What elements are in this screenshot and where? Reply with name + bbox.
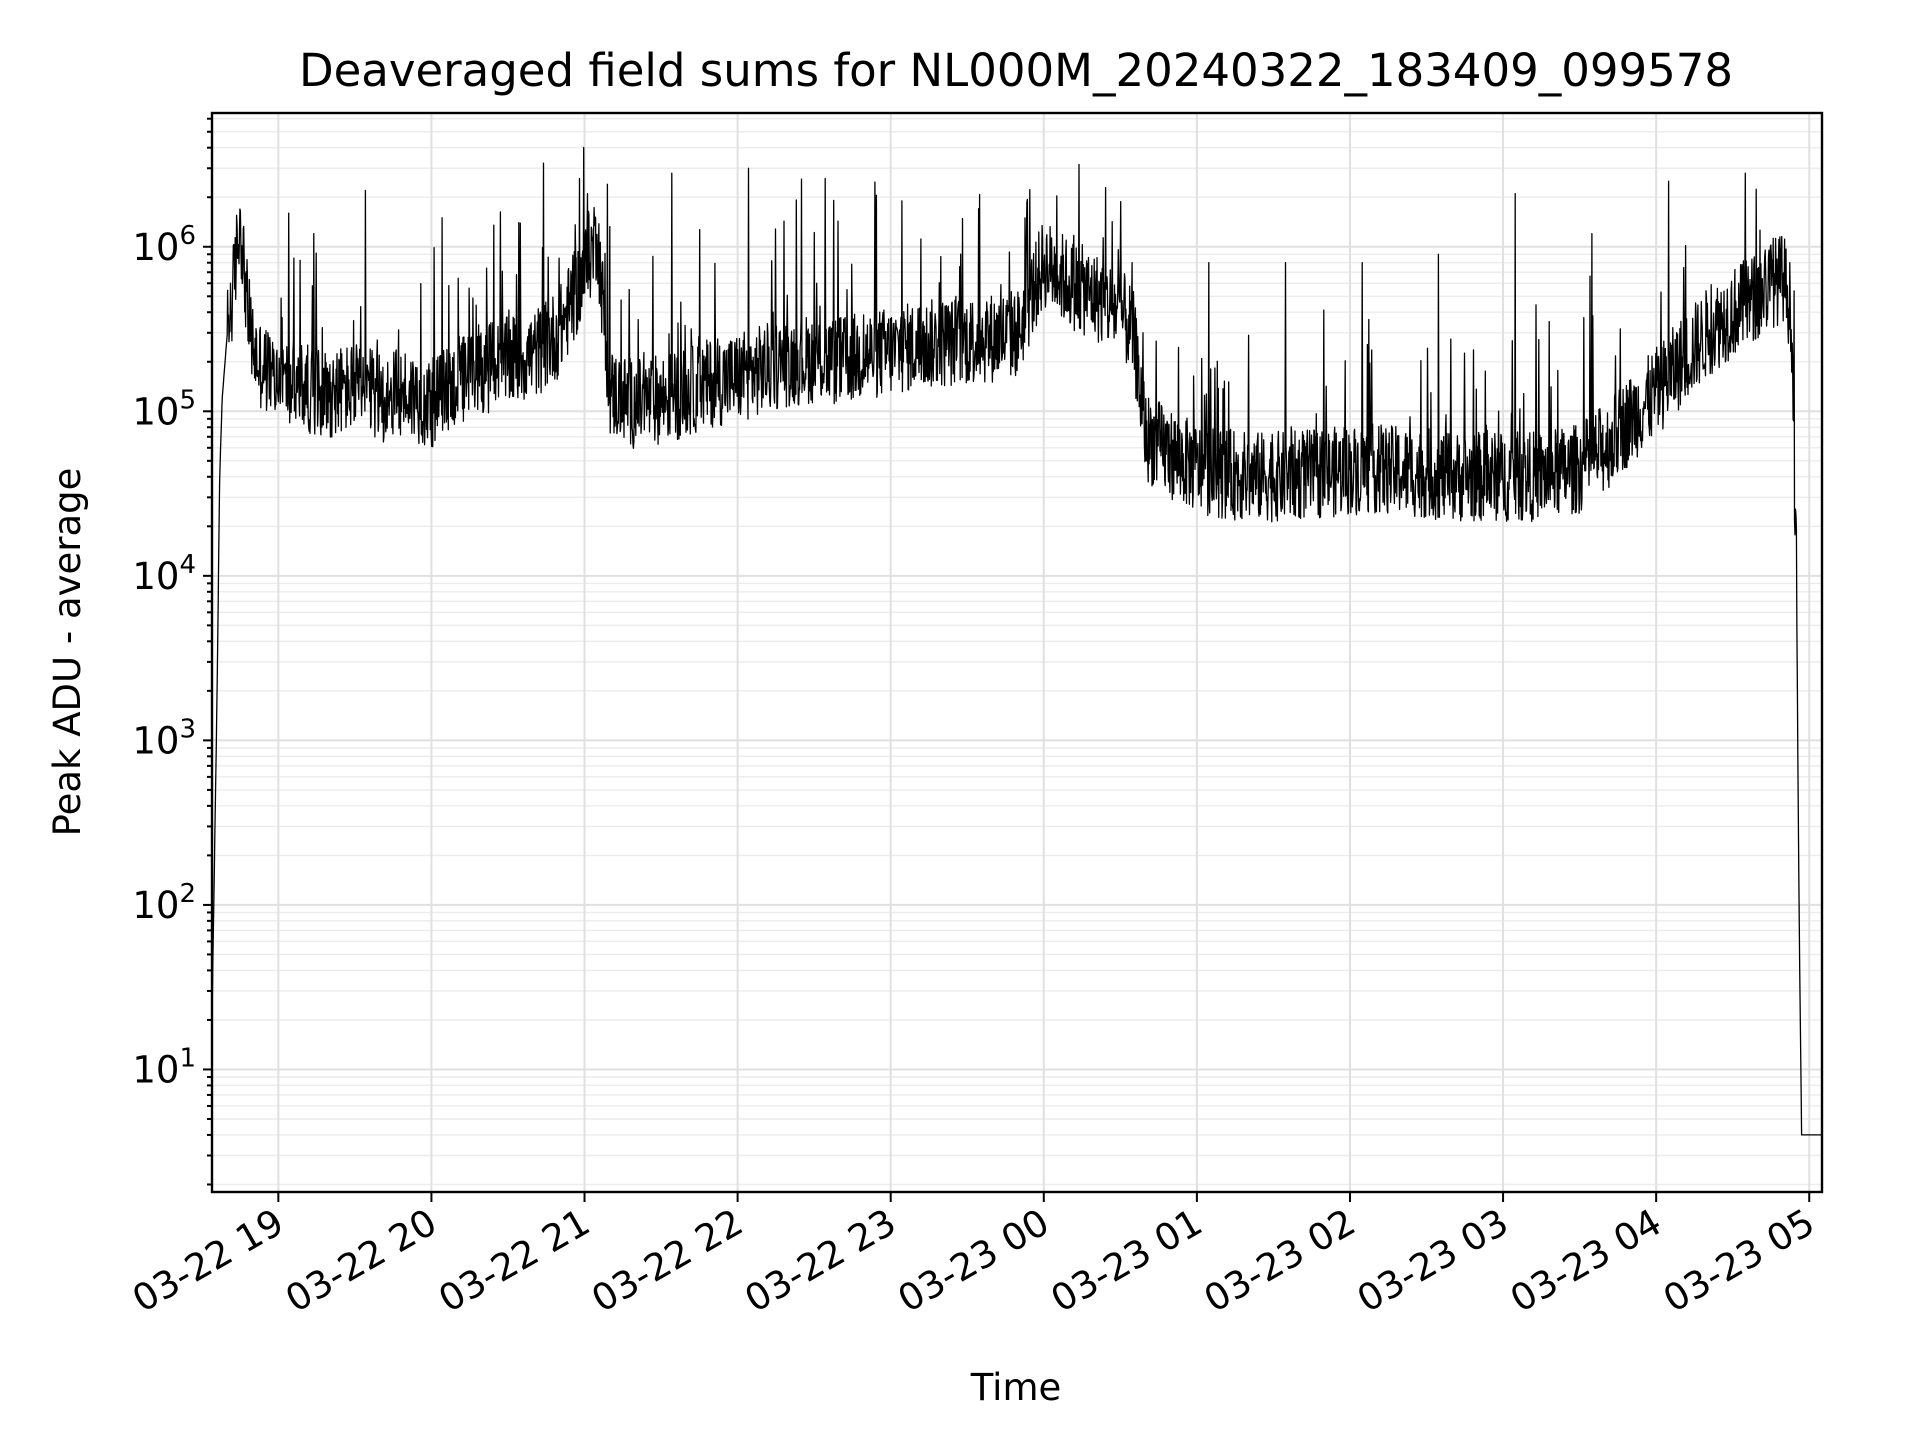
- grid-lines: [212, 113, 1822, 1192]
- y-tick-label: 103: [132, 714, 196, 762]
- y-tick-label: 106: [132, 221, 196, 269]
- plot-frame: [210, 111, 1824, 1194]
- x-tick-label: 03-23 05: [1656, 1201, 1822, 1321]
- series-line: [211, 146, 1823, 1136]
- x-tick-label: 03-23 02: [1197, 1201, 1363, 1321]
- x-tick-label: 03-22 20: [278, 1201, 444, 1321]
- y-axis-label: Peak ADU - average: [46, 468, 89, 837]
- x-tick-label: 03-23 03: [1350, 1201, 1516, 1321]
- x-tick-label: 03-23 04: [1503, 1201, 1669, 1321]
- x-tick-label: 03-22 19: [125, 1201, 291, 1321]
- x-tick-label: 03-22 22: [585, 1201, 751, 1321]
- x-tick-label: 03-22 23: [738, 1201, 904, 1321]
- x-tick-label: 03-22 21: [431, 1201, 597, 1321]
- x-axis-label: Time: [970, 1366, 1062, 1409]
- y-tick-label: 105: [132, 385, 196, 433]
- y-tick-label: 102: [132, 879, 196, 927]
- y-tick-label: 101: [132, 1043, 196, 1091]
- chart-title: Deaveraged field sums for NL000M_2024032…: [299, 44, 1733, 97]
- x-tick-label: 03-23 01: [1044, 1201, 1210, 1321]
- series-layer: [211, 146, 1823, 1136]
- x-tick-label: 03-23 00: [891, 1201, 1057, 1321]
- y-tick-label: 104: [132, 550, 196, 598]
- y-axis: 101 102 103 104 105 106: [132, 117, 212, 1186]
